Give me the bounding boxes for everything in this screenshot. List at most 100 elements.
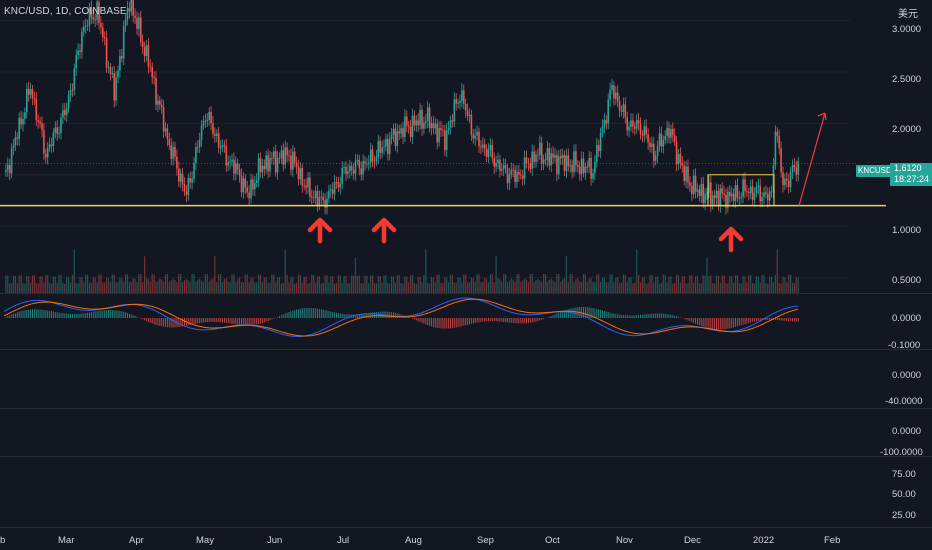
macd-histogram-bar [159,318,161,326]
candle-body [92,17,95,20]
signal-line [3,298,799,337]
volume-bar [672,283,674,293]
volume-bar [356,275,358,293]
volume-bar [180,274,182,293]
volume-bar [275,282,277,293]
candle-body [62,110,64,118]
volume-bar [518,274,520,293]
volume-bar [598,274,600,293]
pane-separator[interactable] [0,349,932,350]
pane-separator[interactable] [0,527,932,528]
volume-bar [30,282,32,293]
volume-bar [362,283,364,293]
macd-histogram-bar [52,311,54,318]
volume-bar [402,283,404,293]
macd-histogram-bar [617,314,619,318]
time-tick: Feb [824,535,841,546]
candle-body [292,151,294,170]
candle-body [611,85,613,90]
currency-label[interactable]: 美元 [898,9,918,20]
macd-histogram-bar [343,313,345,318]
candle-body [208,111,210,120]
volume-bar [303,276,305,293]
candle-body [117,70,119,78]
macd-histogram-bar [790,318,792,322]
candle-body [554,155,556,158]
time-tick: b [0,535,6,546]
macd-histogram-bar [552,315,554,318]
volume-bar [174,279,176,293]
volume-bar [83,282,85,293]
volume-bar [546,282,548,293]
candle-body [276,158,279,173]
candle-body [516,171,518,183]
volume-bar [343,276,345,293]
macd-histogram-bar [11,314,13,318]
macd-histogram-bar [70,313,71,318]
candle-body [656,146,659,156]
macd-histogram-bar [590,307,592,318]
pane-separator[interactable] [0,408,932,409]
volume-bar [415,283,417,293]
candle-body [474,135,476,139]
candle-body [575,151,577,166]
macd-histogram-bar [298,309,299,318]
volume-bar [119,277,121,293]
candle-body [615,92,617,99]
macd-histogram-bar [698,318,700,326]
volume-bar [151,274,153,293]
candle-body [413,115,416,126]
candle-body [421,109,423,129]
macd-histogram-bar [313,308,315,318]
candle-body [45,153,47,158]
pane3-tick: 0.0000 [892,370,922,381]
volume-bar [734,275,737,293]
rsi-tick: 25.00 [892,510,916,521]
volume-bar [520,282,522,293]
macd-histogram-bar [793,318,795,322]
volume-bar [370,275,372,293]
macd-histogram-bar [575,307,577,318]
volume-bar [563,278,566,293]
volume-bar [733,282,735,293]
candle-body [415,120,418,126]
volume-bar [265,277,267,293]
candle-body [442,129,444,131]
candle-body [221,145,224,148]
candle-body [343,166,345,168]
volume-bar [510,278,512,293]
candle-body [687,166,689,183]
pane-separator[interactable] [0,456,932,457]
candle-body [668,127,670,138]
candle-body [113,73,115,101]
macd-histogram-bar [619,314,621,318]
macd-histogram-bar [201,318,203,323]
candle-body [428,107,431,129]
volume-bar [677,275,680,293]
volume-bar [771,276,773,293]
symbol-title[interactable]: KNC/USD, 1D, COINBASE [4,6,127,17]
candle-body [706,192,708,194]
candle-body [596,145,598,162]
volume-bar [763,274,765,293]
volume-bar [12,275,15,293]
macd-histogram-bar [318,308,320,318]
volume-bar [239,277,241,293]
candle-body [255,180,258,183]
macd-histogram-bar [792,318,793,322]
macd-histogram-bar [564,310,565,318]
volume-bar [609,274,611,293]
candle-body [571,164,573,172]
volume-bar [104,282,106,293]
volume-bar [569,274,571,293]
pane-separator[interactable] [0,293,932,294]
rsi-tick: 75.00 [892,469,916,480]
macd-histogram-bar [613,313,615,318]
candle-body [529,163,532,169]
pane4-tick: -100.0000 [880,447,923,458]
candle-body [651,143,653,147]
candle-body [81,31,83,52]
candle-body [748,192,750,194]
